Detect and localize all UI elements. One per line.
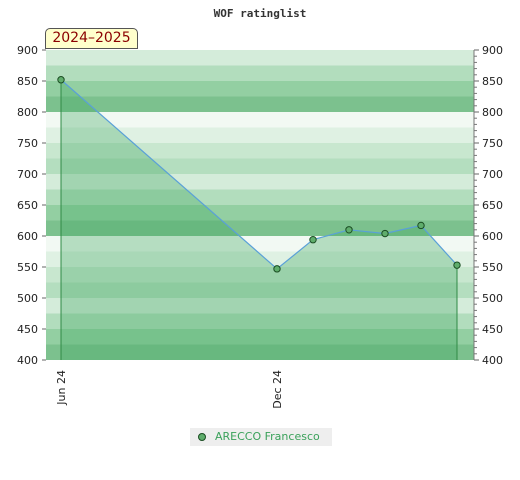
band [46, 127, 474, 143]
y-tick-label-right: 600 [482, 230, 503, 243]
band [46, 267, 474, 283]
band [46, 112, 474, 128]
y-tick-label-left: 750 [17, 137, 38, 150]
band [46, 236, 474, 252]
y-tick-label-right: 550 [482, 261, 503, 274]
y-tick-label-left: 650 [17, 199, 38, 212]
data-point [273, 265, 281, 273]
y-tick-label-right: 900 [482, 44, 503, 57]
data-points [57, 76, 461, 273]
y-tick-label-left: 600 [17, 230, 38, 243]
chart-title: WOF ratinglist [214, 7, 307, 20]
y-tick-label-left: 850 [17, 75, 38, 88]
band [46, 81, 474, 97]
y-tick-label-right: 750 [482, 137, 503, 150]
data-point [417, 221, 425, 230]
y-tick-label-left: 450 [17, 323, 38, 336]
axes: 400 400 450 450 500 500 550 550 600 600 650 650 700 7… [17, 44, 503, 409]
band [46, 344, 474, 360]
y-tick-label-right: 800 [482, 106, 503, 119]
y-tick-label-left: 800 [17, 106, 38, 119]
y-tick-label-left: 900 [17, 44, 38, 57]
y-tick-label-right: 400 [482, 354, 503, 367]
legend: ARECCO Francesco [190, 428, 332, 446]
data-point [381, 229, 389, 238]
legend-marker [198, 433, 206, 441]
band [46, 329, 474, 345]
data-point [309, 236, 317, 244]
x-tick-label: Dec 24 [271, 370, 284, 409]
y-tick-label-right: 650 [482, 199, 503, 212]
band [46, 298, 474, 314]
band [46, 189, 474, 205]
x-tick-label: Jun 24 [55, 370, 68, 406]
band [46, 174, 474, 190]
background-bands [46, 50, 474, 360]
period-badge: 2024–2025 [45, 28, 138, 49]
y-tick-label-right: 700 [482, 168, 503, 181]
data-point [453, 261, 461, 269]
band [46, 282, 474, 298]
y-tick-label-right: 500 [482, 292, 503, 305]
band [46, 205, 474, 221]
band [46, 50, 474, 66]
band [46, 158, 474, 174]
band [46, 143, 474, 159]
y-tick-label-left: 500 [17, 292, 38, 305]
series-fill [61, 79, 457, 360]
y-tick-label-right: 850 [482, 75, 503, 88]
band [46, 313, 474, 329]
data-point [57, 76, 65, 84]
y-tick-label-left: 700 [17, 168, 38, 181]
legend-label: ARECCO Francesco [215, 430, 320, 443]
band [46, 96, 474, 112]
band [46, 251, 474, 267]
y-tick-label-right: 450 [482, 323, 503, 336]
y-tick-label-left: 400 [17, 354, 38, 367]
band [46, 65, 474, 81]
y-tick-label-left: 550 [17, 261, 38, 274]
data-point [345, 226, 353, 234]
